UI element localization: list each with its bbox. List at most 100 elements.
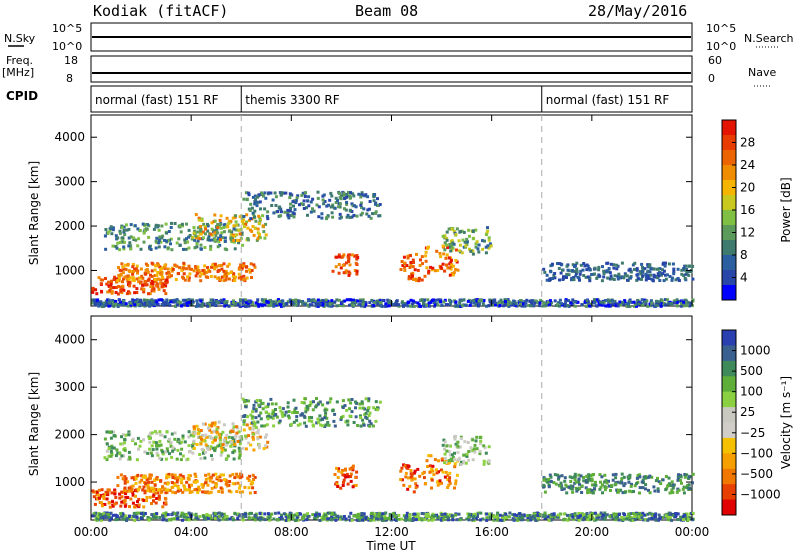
data-cell	[210, 476, 214, 480]
data-cell	[165, 239, 168, 243]
data-cell	[183, 278, 187, 282]
data-cell	[580, 491, 584, 494]
data-cell	[449, 267, 453, 271]
data-cell	[337, 298, 341, 302]
data-cell	[242, 274, 246, 278]
data-cell	[120, 303, 124, 307]
data-cell	[339, 486, 343, 490]
data-cell	[121, 265, 125, 269]
data-cell	[271, 198, 275, 202]
data-cell	[451, 456, 455, 460]
data-cell	[164, 511, 168, 515]
data-cell	[124, 477, 128, 481]
data-cell	[416, 467, 420, 471]
data-cell	[350, 410, 354, 414]
data-cell	[153, 278, 157, 282]
data-cell	[247, 441, 251, 445]
data-cell	[146, 270, 150, 274]
data-cell	[650, 301, 654, 305]
data-cell	[193, 488, 197, 492]
data-cell	[154, 239, 158, 243]
data-cell	[623, 513, 626, 517]
data-cell	[141, 276, 145, 280]
data-cell	[466, 512, 470, 516]
data-cell	[594, 480, 597, 484]
data-cell	[176, 303, 179, 307]
data-cell	[659, 482, 663, 486]
data-cell	[596, 513, 600, 517]
data-cell	[230, 240, 234, 244]
data-cell	[467, 450, 471, 453]
data-cell	[264, 405, 268, 409]
data-cell	[557, 475, 561, 479]
data-cell	[120, 515, 124, 519]
data-cell	[122, 299, 126, 303]
data-cell	[441, 470, 445, 474]
data-cell	[256, 237, 260, 241]
x-tick-label: 00:00	[74, 525, 109, 539]
data-cell	[655, 276, 659, 279]
data-cell	[293, 408, 297, 412]
data-cell	[535, 300, 539, 304]
data-cell	[481, 239, 484, 243]
data-cell	[209, 232, 213, 236]
data-cell	[471, 449, 475, 452]
colorbar-swatch	[722, 120, 736, 136]
data-cell	[590, 488, 594, 492]
data-cell	[131, 278, 135, 282]
data-cell	[623, 490, 627, 494]
data-cell	[170, 455, 174, 459]
data-cell	[162, 289, 166, 293]
data-cell	[626, 517, 629, 521]
data-cell	[679, 478, 682, 482]
data-cell	[196, 435, 200, 439]
data-cell	[163, 238, 166, 242]
data-cell	[141, 488, 145, 492]
data-cell	[186, 275, 189, 279]
data-cell	[220, 267, 224, 271]
data-cell	[508, 511, 512, 515]
data-cell	[370, 298, 374, 302]
data-cell	[338, 212, 342, 216]
data-cell	[247, 516, 251, 520]
data-cell	[185, 518, 189, 522]
data-cell	[590, 273, 594, 276]
data-cell	[185, 513, 189, 517]
data-cell	[273, 191, 277, 195]
data-cell	[417, 276, 421, 280]
data-cell	[153, 478, 156, 482]
data-cell	[157, 298, 161, 302]
data-cell	[137, 237, 141, 241]
data-cell	[679, 515, 683, 519]
data-cell	[472, 299, 476, 302]
data-cell	[199, 225, 203, 228]
data-cell	[407, 277, 411, 281]
data-cell	[318, 400, 322, 404]
data-cell	[241, 397, 245, 401]
data-cell	[125, 276, 129, 280]
data-cell	[357, 192, 361, 196]
data-cell	[383, 304, 387, 308]
data-cell	[131, 262, 135, 266]
data-cell	[409, 304, 412, 308]
data-cell	[150, 486, 154, 490]
data-cell	[486, 229, 490, 233]
data-cell	[183, 241, 187, 245]
data-cell	[120, 269, 124, 273]
data-cell	[251, 410, 255, 414]
data-cell	[476, 247, 480, 251]
data-cell	[372, 304, 376, 308]
data-cell	[157, 241, 161, 245]
data-cell	[201, 236, 205, 240]
data-cell	[127, 450, 131, 454]
data-cell	[158, 265, 162, 269]
data-cell	[99, 282, 103, 286]
freq-strip-frame	[90, 55, 693, 83]
data-cell	[589, 474, 592, 478]
data-cell	[580, 484, 584, 488]
data-cell	[620, 261, 624, 265]
data-cell	[456, 458, 460, 462]
power-y-axis-label: Slant Range [km]	[27, 161, 41, 265]
data-cell	[250, 276, 253, 279]
